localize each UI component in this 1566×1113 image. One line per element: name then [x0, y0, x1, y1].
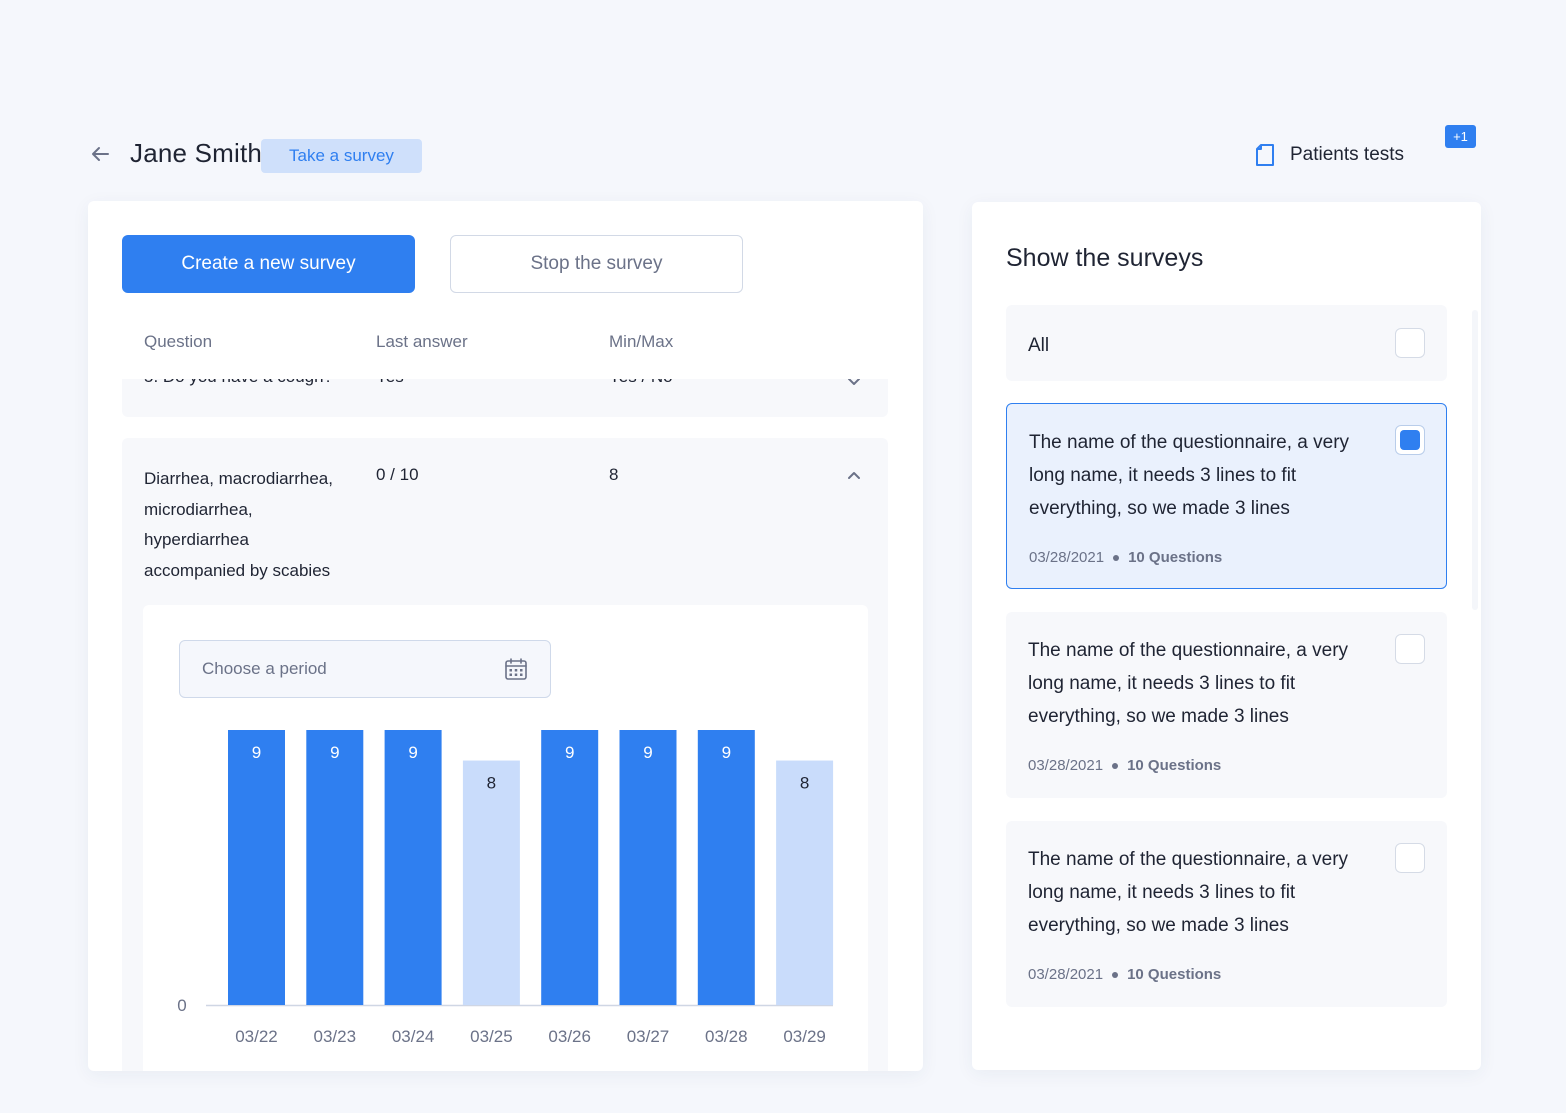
chart-bar[interactable] — [776, 760, 834, 1005]
chevron-down-icon[interactable] — [844, 379, 864, 391]
period-placeholder: Choose a period — [202, 659, 327, 678]
tests-count-badge: +1 — [1445, 125, 1476, 148]
table-row-expanded: Diarrhea, macrodiarrhea, microdiarrhea, … — [122, 438, 888, 1071]
x-tick-label: 03/28 — [705, 1027, 748, 1046]
surveys-card: Show the surveys All The name of the que… — [972, 202, 1481, 1070]
survey-question-count: 10 Questions — [1127, 757, 1222, 774]
survey-item[interactable]: The name of the questionnaire, a very lo… — [1006, 612, 1447, 798]
survey-item[interactable]: The name of the questionnaire, a very lo… — [1006, 403, 1447, 589]
chevron-up-icon[interactable] — [844, 466, 864, 486]
survey-name: The name of the questionnaire, a very lo… — [1028, 640, 1349, 727]
chart-bar[interactable] — [462, 760, 520, 1005]
survey-meta: 03/28/2021 10 Questions — [1028, 966, 1221, 983]
survey-question-count: 10 Questions — [1128, 549, 1223, 566]
survey-date: 03/28/2021 — [1029, 549, 1105, 566]
survey-meta: 03/28/2021 10 Questions — [1028, 757, 1221, 774]
patients-tests-label: Patients tests — [1290, 144, 1405, 165]
survey-filter-all[interactable]: All — [1006, 305, 1447, 381]
bar-value-label: 9 — [565, 743, 574, 762]
column-header-question: Question — [144, 332, 213, 351]
table-row[interactable]: 5. Do you have a cough? Yes Yes / No — [122, 379, 888, 417]
chart-bar[interactable] — [306, 730, 364, 1005]
survey-name: The name of the questionnaire, a very lo… — [1029, 432, 1350, 519]
chart-bar[interactable] — [619, 730, 677, 1005]
survey-name: The name of the questionnaire, a very lo… — [1028, 849, 1349, 936]
x-tick-label: 03/26 — [548, 1027, 591, 1046]
chart-bar[interactable] — [384, 730, 442, 1005]
survey-question-count: 10 Questions — [1127, 966, 1222, 983]
bar-value-label: 9 — [643, 743, 652, 762]
patient-name: Jane Smith — [130, 138, 263, 168]
chart-bar[interactable] — [697, 730, 755, 1005]
survey-checkbox[interactable] — [1395, 634, 1425, 664]
create-survey-button[interactable]: Create a new survey — [122, 235, 415, 293]
back-arrow-icon[interactable] — [86, 140, 114, 168]
bar-chart: 0 9 03/22 9 03/23 9 03/24 8 03/25 9 03/26 9 03/27 9 03… — [177, 730, 834, 1046]
survey-checkbox[interactable] — [1395, 843, 1425, 873]
stop-survey-button[interactable]: Stop the survey — [450, 235, 743, 293]
column-header-last-answer: Last answer — [376, 332, 468, 351]
document-icon — [1256, 144, 1274, 166]
survey-results-card: Create a new survey Stop the survey Ques… — [88, 201, 923, 1071]
chart-bar[interactable] — [228, 730, 285, 1005]
x-tick-label: 03/29 — [783, 1027, 826, 1046]
row-question: 5. Do you have a cough? — [144, 379, 333, 387]
x-tick-label: 03/23 — [314, 1027, 357, 1046]
checkbox-checked-mark — [1400, 430, 1420, 450]
row-last-answer: 0 / 10 — [376, 465, 419, 484]
survey-item[interactable]: The name of the questionnaire, a very lo… — [1006, 821, 1447, 1007]
row-last-answer: Yes — [376, 379, 404, 387]
bar-value-label: 9 — [408, 743, 417, 762]
bar-value-label: 8 — [487, 774, 496, 793]
period-picker[interactable]: Choose a period — [179, 640, 551, 698]
bar-value-label: 9 — [330, 743, 339, 762]
calendar-icon[interactable] — [504, 657, 528, 681]
bar-value-label: 9 — [722, 743, 731, 762]
x-tick-label: 03/27 — [627, 1027, 670, 1046]
row-min-max: Yes / No — [609, 379, 673, 387]
survey-all-label: All — [1028, 335, 1050, 356]
take-survey-badge[interactable]: Take a survey — [261, 139, 422, 173]
survey-meta: 03/28/2021 10 Questions — [1029, 549, 1222, 566]
y-tick-label: 0 — [177, 996, 186, 1015]
survey-checkbox[interactable] — [1395, 425, 1425, 455]
all-checkbox[interactable] — [1395, 328, 1425, 358]
bar-value-label: 9 — [252, 743, 261, 762]
surveys-title: Show the surveys — [1006, 244, 1204, 272]
chart-panel: Choose a period 0 9 03/22 9 03/23 9 03/24 8 03/2… — [143, 605, 868, 1071]
separator-dot — [1112, 971, 1119, 978]
x-tick-label: 03/25 — [470, 1027, 513, 1046]
column-header-min-max: Min/Max — [609, 332, 674, 351]
survey-date: 03/28/2021 — [1028, 757, 1104, 774]
scrollbar[interactable] — [1472, 310, 1478, 610]
row-min-max: 8 — [609, 465, 619, 484]
x-tick-label: 03/22 — [235, 1027, 278, 1046]
patients-tests-link[interactable]: Patients tests — [1254, 140, 1404, 170]
separator-dot — [1113, 554, 1120, 561]
survey-date: 03/28/2021 — [1028, 966, 1104, 983]
x-tick-label: 03/24 — [392, 1027, 435, 1046]
row-question: Diarrhea, macrodiarrhea, microdiarrhea, … — [144, 469, 333, 580]
chart-bar[interactable] — [541, 730, 599, 1005]
separator-dot — [1112, 762, 1119, 769]
bar-value-label: 8 — [800, 774, 809, 793]
